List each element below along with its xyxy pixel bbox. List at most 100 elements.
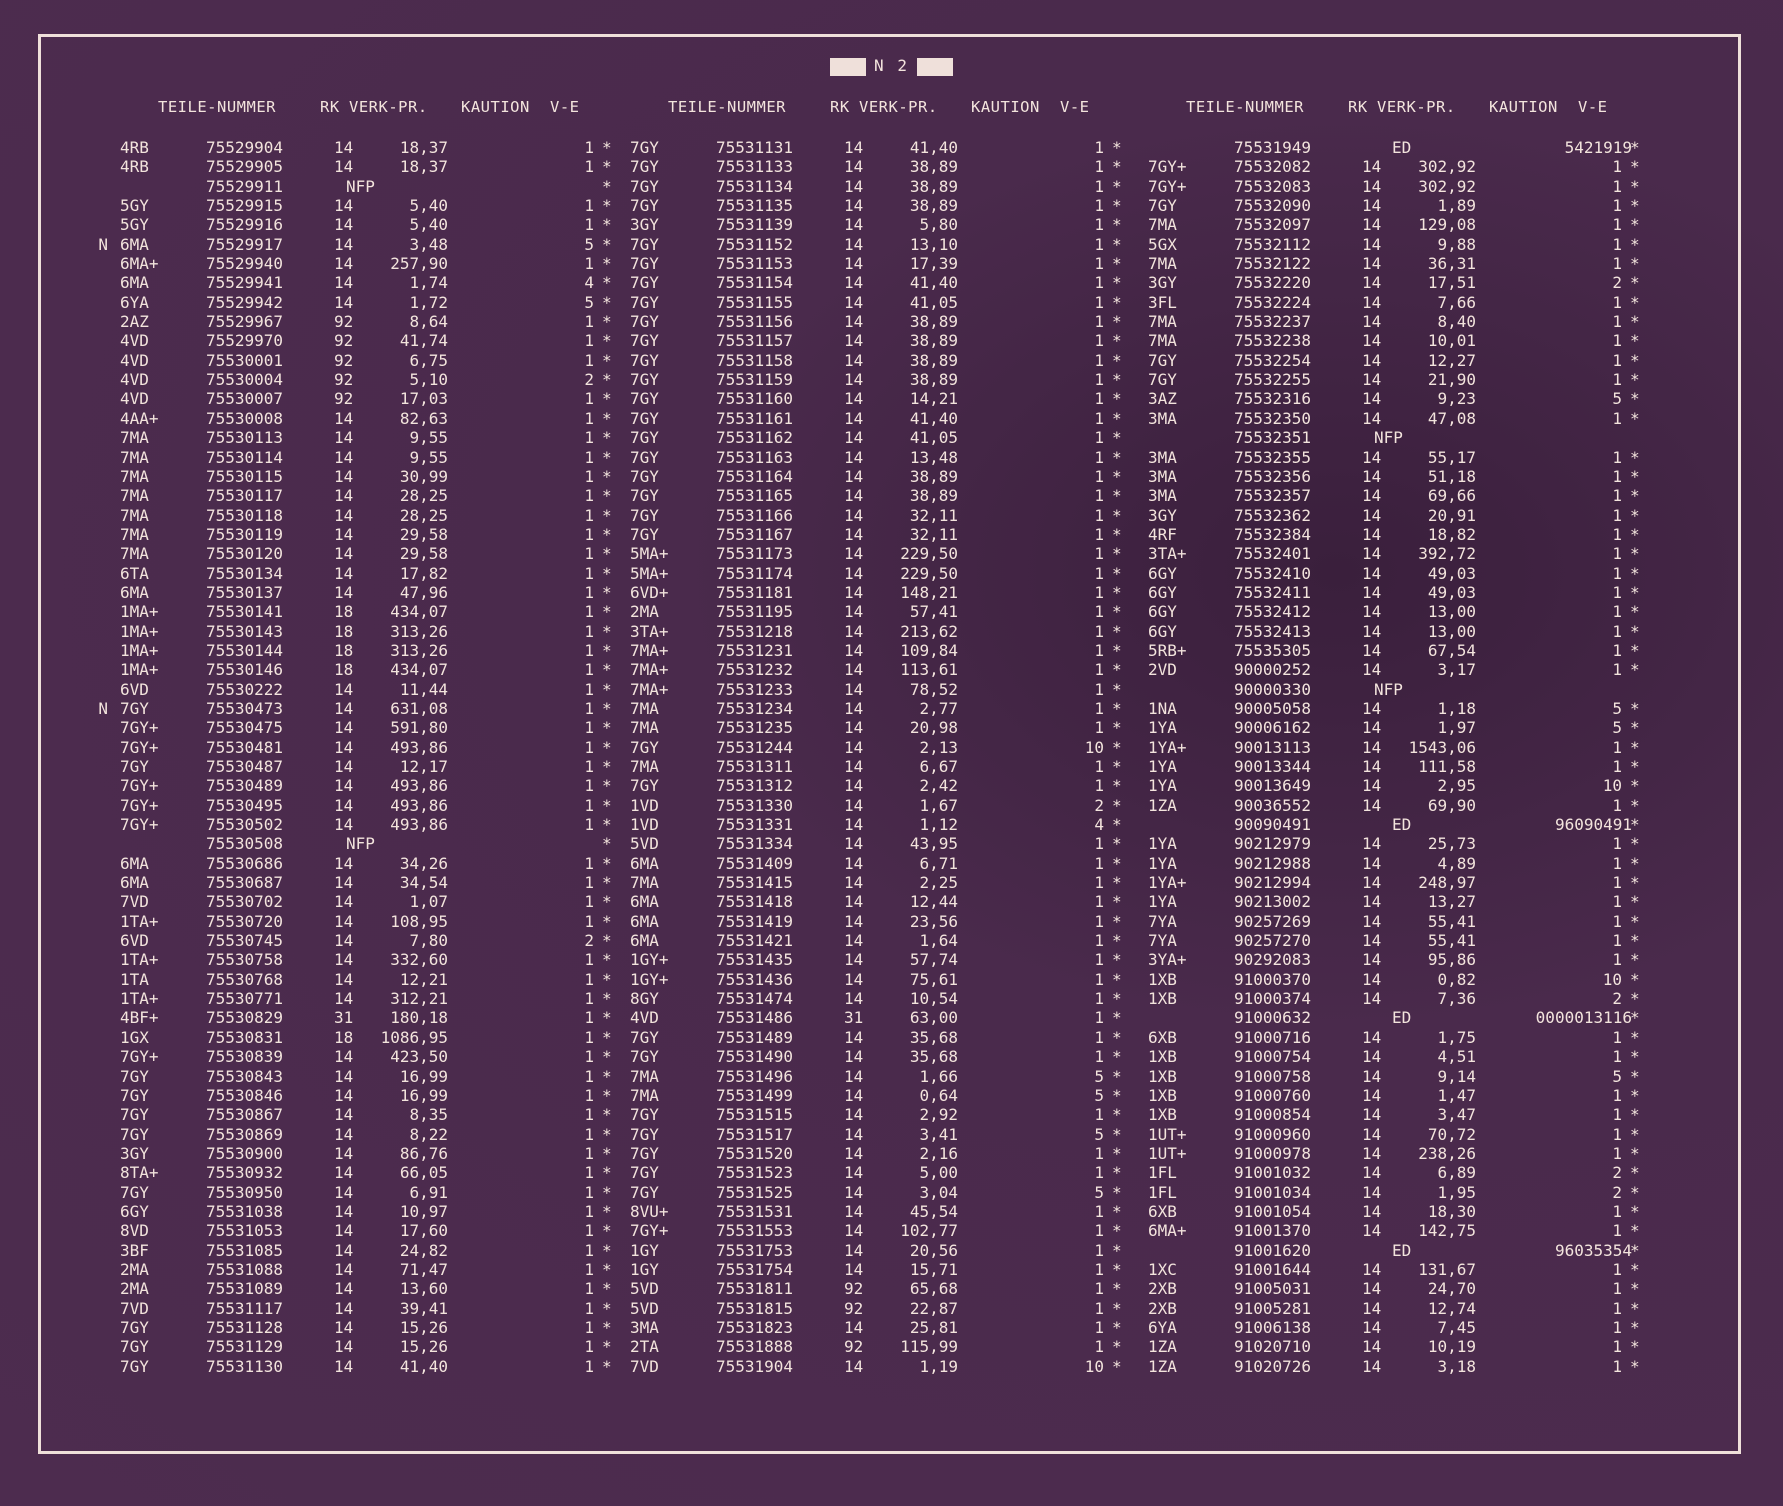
cell-star: *	[1112, 1201, 1122, 1221]
cell-rk: 14	[1362, 1143, 1382, 1163]
cell-code: 1XB	[1148, 989, 1177, 1009]
cell-rk: 14	[334, 215, 354, 235]
cell-ve: 1	[584, 196, 594, 216]
cell-n: N	[98, 698, 108, 718]
cell-ve: 2	[1612, 1163, 1622, 1183]
cell-code: 3MA	[630, 1317, 659, 1337]
cell-rk: 14	[844, 1105, 864, 1125]
cell-part: 75530771	[206, 989, 284, 1009]
cell-ve: 1	[1612, 660, 1622, 680]
cell-code: 7GY	[630, 1124, 659, 1144]
cell-star: *	[1630, 408, 1640, 428]
cell-code: 7GY	[120, 698, 149, 718]
cell-star: *	[1112, 853, 1122, 873]
cell-rk: 18	[334, 602, 354, 622]
cell-part: 75531496	[716, 1066, 794, 1086]
cell-code: 7MA	[120, 486, 149, 506]
cell-star: *	[602, 640, 612, 660]
cell-ve: 1	[584, 873, 594, 893]
header-teile: TEILE-NUMMER	[668, 98, 786, 116]
cell-part: 75531499	[716, 1085, 794, 1105]
cell-star: *	[602, 989, 612, 1009]
cell-code: 6MA	[120, 234, 149, 254]
cell-code: 7YA	[1148, 931, 1177, 951]
cell-price: 7,45	[1437, 1317, 1476, 1337]
cell-rk: 18	[334, 621, 354, 641]
cell-rk: 14	[844, 408, 864, 428]
cell-rk: 14	[844, 1027, 864, 1047]
cell-part: 75531949	[1234, 138, 1312, 157]
cell-rk: 14	[334, 563, 354, 583]
cell-rk: 14	[334, 950, 354, 970]
cell-kaution: 96035354	[1554, 1240, 1632, 1260]
cell-code: 7GY+	[1148, 157, 1187, 177]
cell-ve: 1	[584, 950, 594, 970]
cell-star: *	[1112, 602, 1122, 622]
cell-rk: 14	[334, 254, 354, 274]
cell-part: 90292083	[1234, 950, 1312, 970]
cell-part: 91000716	[1234, 1027, 1312, 1047]
cell-code: 2AZ	[120, 312, 149, 332]
cell-ve: 1	[1612, 795, 1622, 815]
cell-price: 34,26	[399, 853, 448, 873]
cell-ve: 1	[584, 1047, 594, 1067]
cell-rk: 14	[844, 1356, 864, 1376]
cell-ve: 10	[1084, 737, 1104, 757]
cell-price: 6,89	[1437, 1163, 1476, 1183]
cell-rk: 14	[844, 428, 864, 448]
cell-rk: 14	[334, 1047, 354, 1067]
cell-code: 2MA	[120, 1279, 149, 1299]
cell-code: 7GY	[120, 1182, 149, 1202]
cell-ve: 5	[1094, 1182, 1104, 1202]
cell-star: *	[602, 621, 612, 641]
cell-rk: 14	[844, 157, 864, 177]
cell-rk: 92	[334, 370, 354, 390]
cell-code: 3GY	[630, 215, 659, 235]
cell-part: 75532412	[1234, 602, 1312, 622]
cell-price: 3,47	[1437, 1105, 1476, 1125]
cell-price: 229,50	[900, 544, 958, 564]
cell-rk: 14	[844, 1221, 864, 1241]
cell-code: 1TA+	[120, 911, 159, 931]
cell-star: *	[602, 1143, 612, 1163]
cell-rk: 14	[1362, 1047, 1382, 1067]
cell-code: 7MA	[630, 873, 659, 893]
cell-ve: 1	[1094, 757, 1104, 776]
cell-part: 75531158	[716, 350, 794, 370]
cell-ve: 1	[1612, 1124, 1622, 1144]
cell-part: 75530007	[206, 389, 284, 409]
cell-star: *	[602, 1356, 612, 1376]
cell-star: *	[1112, 1317, 1122, 1337]
cell-star: *	[1112, 370, 1122, 390]
cell-star: *	[1630, 389, 1640, 409]
cell-price: ED	[1392, 1008, 1412, 1028]
cell-price: 7,80	[409, 931, 448, 951]
cell-ve: 1	[584, 815, 594, 835]
cell-price: 28,25	[399, 486, 448, 506]
cell-code: 7MA+	[630, 660, 669, 680]
cell-rk: 14	[334, 1163, 354, 1183]
cell-ve: 1	[1612, 157, 1622, 177]
cell-price: 493,86	[390, 795, 448, 815]
cell-part: 75529916	[206, 215, 284, 235]
cell-price: ED	[1392, 815, 1412, 835]
cell-star: *	[1630, 718, 1640, 738]
cell-ve: 1	[1094, 873, 1104, 893]
cell-ve: 1	[584, 1298, 594, 1318]
cell-price: 41,74	[399, 331, 448, 351]
cell-part: 75530829	[206, 1008, 284, 1028]
cell-star: *	[602, 273, 612, 293]
cell-price: 423,50	[390, 1047, 448, 1067]
cell-star: *	[1630, 1240, 1640, 1260]
cell-star: *	[602, 1317, 612, 1337]
cell-star: *	[1112, 350, 1122, 370]
cell-star: *	[602, 1047, 612, 1067]
cell-code: 7MA	[120, 505, 149, 525]
cell-price: 69,90	[1427, 795, 1476, 815]
cell-rk: 14	[844, 466, 864, 486]
cell-price: 4,89	[1437, 853, 1476, 873]
cell-price: 45,54	[909, 1201, 958, 1221]
cell-code: 4RF	[1148, 524, 1177, 544]
cell-star: *	[1630, 1143, 1640, 1163]
cell-ve: 1	[1612, 544, 1622, 564]
